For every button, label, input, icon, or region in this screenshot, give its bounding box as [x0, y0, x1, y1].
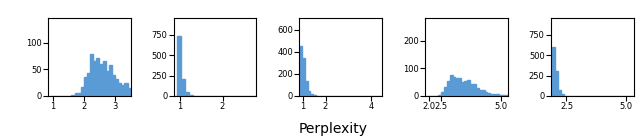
Bar [441, 92, 444, 96]
Bar [476, 88, 479, 96]
Bar [561, 94, 564, 96]
Bar [552, 47, 555, 96]
Bar [185, 92, 189, 96]
Bar [499, 95, 502, 96]
Bar [310, 94, 313, 96]
Bar [102, 61, 106, 96]
Bar [118, 83, 122, 96]
Bar [87, 73, 90, 96]
Bar [493, 94, 496, 96]
Bar [502, 95, 505, 96]
Bar [122, 85, 124, 96]
Bar [302, 58, 305, 96]
Bar [308, 91, 310, 96]
Bar [77, 93, 81, 96]
Bar [81, 87, 84, 96]
Bar [447, 81, 450, 96]
Bar [109, 65, 112, 96]
Bar [484, 92, 488, 96]
Bar [115, 79, 118, 96]
Bar [470, 84, 473, 96]
Bar [181, 79, 185, 96]
Bar [74, 93, 77, 96]
Bar [452, 77, 456, 96]
Bar [99, 64, 102, 96]
Bar [496, 94, 499, 96]
Bar [490, 94, 493, 96]
Bar [473, 84, 476, 96]
Bar [461, 82, 464, 96]
Bar [505, 95, 508, 96]
Bar [467, 80, 470, 96]
Bar [97, 58, 99, 96]
Bar [305, 81, 308, 96]
Bar [464, 81, 467, 96]
Bar [124, 83, 127, 96]
Bar [106, 71, 109, 96]
Bar [488, 93, 490, 96]
Text: Perplexity: Perplexity [298, 122, 367, 136]
Bar [479, 90, 482, 96]
Bar [127, 88, 131, 96]
Bar [456, 78, 458, 96]
Bar [84, 77, 87, 96]
Bar [438, 95, 441, 96]
Bar [300, 46, 302, 96]
Bar [112, 75, 115, 96]
Bar [90, 54, 93, 96]
Bar [482, 90, 484, 96]
Bar [558, 90, 561, 96]
Bar [93, 61, 97, 96]
Bar [555, 71, 558, 96]
Bar [189, 95, 193, 96]
Bar [444, 87, 447, 96]
Bar [450, 75, 452, 96]
Bar [458, 79, 461, 96]
Bar [177, 36, 181, 96]
Bar [313, 95, 316, 96]
Bar [72, 95, 74, 96]
